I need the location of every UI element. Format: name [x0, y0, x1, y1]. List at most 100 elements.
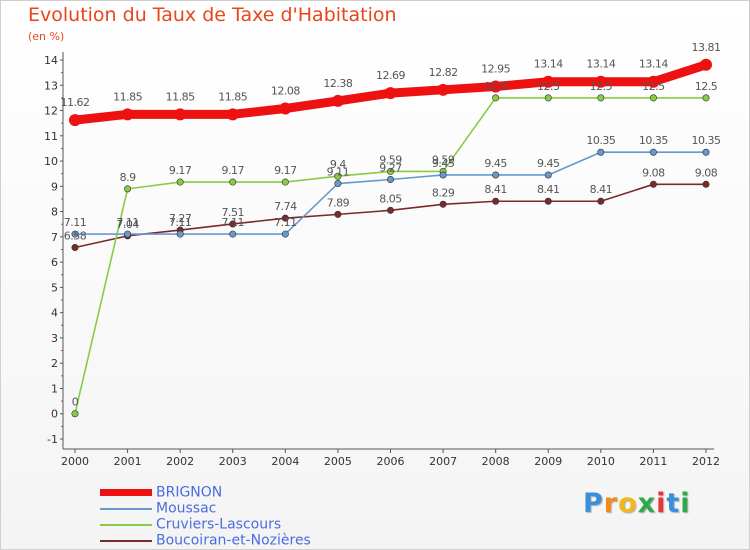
data-label: 12.95 [481, 63, 510, 76]
x-tick-label: 2009 [534, 455, 562, 468]
y-tick-label: 5 [51, 281, 58, 294]
legend-item[interactable]: Boucoiran-et-Nozières [100, 532, 311, 549]
data-label: 8.9 [120, 171, 136, 184]
data-label: 10.35 [639, 134, 668, 147]
y-tick-label: 8 [51, 206, 58, 219]
data-label: 10.35 [586, 134, 615, 147]
data-label: 9.08 [695, 166, 718, 179]
data-point [71, 243, 79, 251]
data-label: 9.08 [642, 166, 665, 179]
data-point [331, 94, 344, 107]
x-tick-label: 2004 [271, 455, 299, 468]
data-label: 7.04 [116, 218, 139, 231]
data-label: 11.85 [218, 90, 247, 103]
data-point [229, 230, 237, 238]
y-tick-label: 7 [51, 231, 58, 244]
data-label: 11.62 [61, 96, 90, 109]
data-point [124, 230, 132, 238]
x-tick-label: 2008 [482, 455, 510, 468]
data-point [544, 94, 552, 102]
data-point [544, 197, 552, 205]
legend-item[interactable]: Cruviers-Lascours [100, 516, 311, 533]
y-tick-label: 1 [51, 382, 58, 395]
data-label: 12.5 [695, 80, 718, 93]
x-tick-label: 2006 [377, 455, 405, 468]
y-tick-label: 9 [51, 180, 58, 193]
data-point [226, 108, 239, 121]
data-point [71, 410, 79, 418]
data-point [702, 148, 710, 156]
legend-item[interactable]: Moussac [100, 500, 311, 517]
data-label: 9.17 [274, 164, 297, 177]
data-label: 13.14 [586, 58, 615, 71]
data-label: 6.58 [64, 229, 87, 242]
data-label: 8.05 [379, 192, 402, 205]
data-point [492, 94, 500, 102]
y-tick-label: 3 [51, 332, 58, 345]
legend-item[interactable]: BRIGNON [100, 484, 311, 501]
data-label: 13.81 [692, 41, 721, 54]
x-tick-label: 2003 [219, 455, 247, 468]
data-point [544, 171, 552, 179]
x-tick-label: 2000 [61, 455, 89, 468]
data-point [384, 87, 397, 100]
data-point [597, 94, 605, 102]
legend-swatch [100, 489, 152, 496]
data-label: 9.17 [169, 164, 192, 177]
data-point [174, 108, 187, 121]
data-point [121, 108, 134, 121]
data-label: 12.38 [323, 77, 352, 90]
data-label: 7.11 [64, 216, 87, 229]
y-tick-label: 4 [51, 307, 58, 320]
y-tick-label: -1 [47, 433, 58, 446]
data-label: 10.35 [692, 134, 721, 147]
data-point [437, 83, 450, 96]
data-label: 9.11 [327, 166, 350, 179]
data-label: 9.45 [537, 157, 560, 170]
data-point [386, 206, 394, 214]
data-label: 8.29 [432, 186, 455, 199]
x-tick-label: 2007 [429, 455, 457, 468]
data-point [542, 75, 555, 88]
data-point [281, 214, 289, 222]
data-label: 9.45 [432, 157, 455, 170]
legend-label: Cruviers-Lascours [156, 516, 282, 533]
y-tick-label: 10 [44, 155, 58, 168]
data-label: 7.89 [327, 196, 350, 209]
data-point [702, 180, 710, 188]
data-label: 8.41 [484, 183, 507, 196]
data-point [439, 200, 447, 208]
data-label: 7.11 [274, 216, 297, 229]
data-point [281, 230, 289, 238]
data-point [281, 178, 289, 186]
data-point [649, 180, 657, 188]
chart-legend: BRIGNON Moussac Cruviers-Lascours Boucoi… [100, 484, 311, 549]
x-tick-label: 2005 [324, 455, 352, 468]
data-point [334, 180, 342, 188]
y-tick-label: 2 [51, 357, 58, 370]
data-label: 7.51 [222, 206, 245, 219]
data-label: 12.82 [429, 66, 458, 79]
data-label: 13.14 [534, 58, 563, 71]
data-point [439, 171, 447, 179]
x-tick-label: 2012 [692, 455, 720, 468]
data-point [492, 171, 500, 179]
data-label: 12.08 [271, 85, 300, 98]
data-label: 7.11 [169, 216, 192, 229]
data-point [334, 172, 342, 180]
proxiti-logo: Proxiti [583, 488, 691, 519]
data-point [489, 80, 502, 93]
data-point [334, 210, 342, 218]
data-label: 12.5 [642, 80, 665, 93]
data-label: 8.41 [590, 183, 613, 196]
legend-label: Moussac [156, 500, 217, 517]
data-label: 12.5 [537, 80, 560, 93]
data-label: 9.45 [484, 157, 507, 170]
y-tick-label: 12 [44, 105, 58, 118]
y-tick-label: 0 [51, 408, 58, 421]
chart-title: Evolution du Taux de Taxe d'Habitation [28, 4, 397, 26]
data-point [492, 197, 500, 205]
data-label: 9.17 [222, 164, 245, 177]
data-label: 0 [72, 396, 79, 409]
